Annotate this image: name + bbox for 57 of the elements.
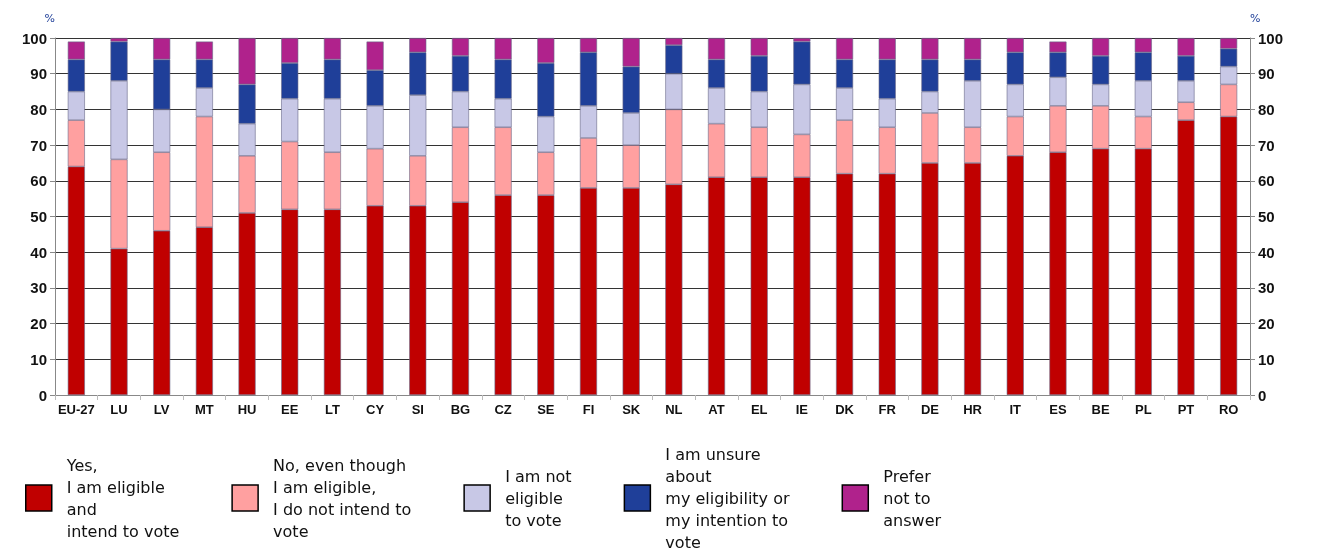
y-tick-label: 0 bbox=[38, 386, 47, 404]
y-tick-label: 40 bbox=[30, 243, 47, 261]
y2-tick-label: 20 bbox=[1258, 315, 1275, 333]
y-tick-label: 60 bbox=[30, 172, 47, 190]
y2-tick-label: 30 bbox=[1258, 279, 1275, 297]
x-tick-label: EL bbox=[750, 402, 768, 417]
legend-label: I am unsure about my eligibility or my intention to vote bbox=[665, 444, 790, 552]
x-tick-label: SK bbox=[622, 402, 641, 417]
x-tick-label: HR bbox=[963, 402, 983, 417]
x-tick-label: LT bbox=[324, 402, 340, 417]
x-tick-label: BE bbox=[1091, 402, 1110, 417]
x-tick-label: ES bbox=[1049, 402, 1067, 417]
x-tick-label: IT bbox=[1009, 402, 1022, 417]
x-tick-label: FI bbox=[582, 402, 595, 417]
y2-tick-label: 10 bbox=[1258, 350, 1275, 368]
y-tick-label: 50 bbox=[30, 208, 47, 225]
y-axis-title: % bbox=[44, 12, 55, 25]
x-tick-label: PL bbox=[1134, 402, 1152, 417]
y-tick-label: 100 bbox=[21, 29, 47, 47]
y-tick-label: 20 bbox=[30, 315, 47, 333]
x-tick-label: DK bbox=[835, 402, 855, 417]
y2-tick-label: 60 bbox=[1258, 172, 1275, 190]
y-tick-label: 70 bbox=[30, 136, 47, 154]
x-tick-label: HU bbox=[237, 402, 257, 417]
y-tick-label: 90 bbox=[30, 65, 47, 83]
x-tick-label: BG bbox=[450, 402, 471, 417]
x-tick-label: AT bbox=[708, 402, 725, 417]
x-tick-label: EE bbox=[281, 402, 299, 417]
y2-tick-label: 50 bbox=[1258, 208, 1275, 225]
y-tick-label: 80 bbox=[30, 100, 47, 118]
x-tick-label: SE bbox=[537, 402, 555, 417]
legend-label: I am not eligible to vote bbox=[505, 466, 572, 530]
x-tick-label: RO bbox=[1218, 402, 1239, 417]
legend-label: No, even though I am eligible, I do not intend to vote bbox=[273, 455, 412, 541]
x-tick-label: MT bbox=[194, 402, 214, 417]
x-tick-label: NL bbox=[665, 402, 683, 417]
y2-tick-label: 0 bbox=[1258, 386, 1267, 404]
x-tick-label: PT bbox=[1177, 402, 1195, 417]
x-tick-label: IE bbox=[795, 402, 809, 417]
x-tick-label: SI bbox=[411, 402, 424, 417]
y2-tick-label: 90 bbox=[1258, 65, 1275, 83]
x-tick-label: LU bbox=[110, 402, 128, 417]
y2-axis-title: % bbox=[1250, 12, 1261, 25]
x-tick-label: FR bbox=[878, 402, 897, 417]
x-tick-label: CY bbox=[366, 402, 385, 417]
y2-tick-label: 80 bbox=[1258, 100, 1275, 118]
y2-tick-label: 70 bbox=[1258, 136, 1275, 154]
legend-label: Yes, I am eligible and intend to vote bbox=[65, 455, 180, 541]
x-tick-label: DE bbox=[920, 402, 940, 417]
x-tick-label: EU-27 bbox=[57, 402, 95, 417]
y-tick-label: 30 bbox=[30, 279, 47, 297]
x-tick-label: LV bbox=[153, 402, 170, 417]
y-tick-label: 10 bbox=[30, 350, 47, 368]
y2-tick-label: 40 bbox=[1258, 243, 1275, 261]
legend-label: Prefer not to answer bbox=[883, 466, 942, 530]
x-tick-label: CZ bbox=[494, 402, 512, 417]
y2-tick-label: 100 bbox=[1258, 29, 1284, 47]
